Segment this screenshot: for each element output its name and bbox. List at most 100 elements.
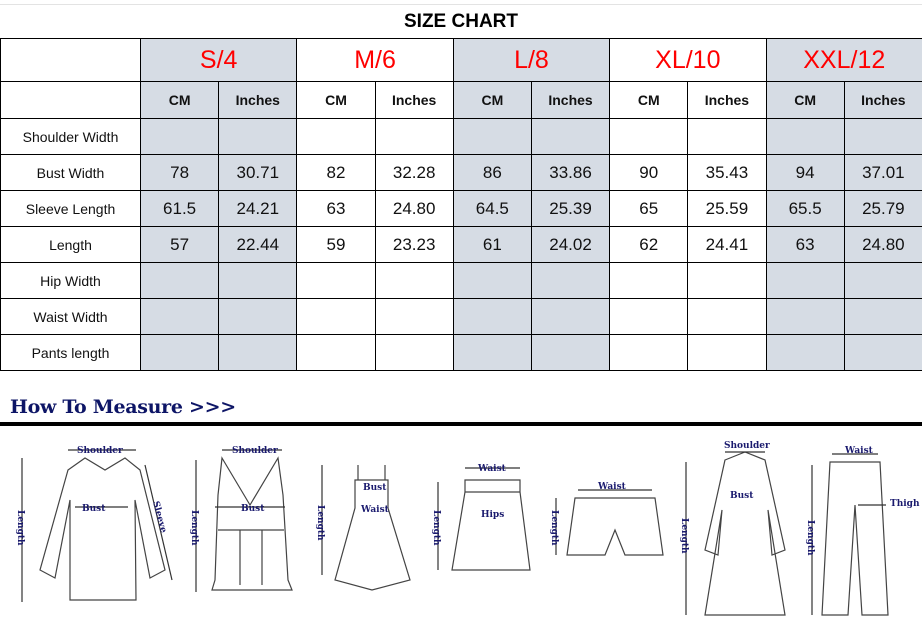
unit-header-inches: Inches bbox=[687, 81, 767, 119]
table-cell bbox=[452, 118, 532, 155]
table-cell bbox=[374, 334, 454, 371]
label-shoulder: Shoulder bbox=[232, 446, 278, 456]
table-cell: 30.71 bbox=[218, 154, 298, 191]
label-length: Length bbox=[15, 510, 25, 546]
table-cell bbox=[218, 334, 298, 371]
table-cell: 78 bbox=[139, 154, 220, 191]
table-cell bbox=[374, 298, 454, 335]
label-length: Length bbox=[679, 518, 689, 554]
size-xxl: XXL/12 bbox=[765, 38, 922, 82]
size-xl: XL/10 bbox=[609, 38, 767, 82]
table-cell: 61 bbox=[452, 226, 532, 263]
table-cell bbox=[843, 334, 922, 371]
dress-figure: Bust Waist Length bbox=[315, 465, 411, 591]
label-waist: Waist bbox=[844, 446, 874, 456]
table-cell: 64.5 bbox=[452, 190, 532, 227]
label-bust: Bust bbox=[82, 504, 106, 514]
table-cell bbox=[687, 298, 767, 335]
table-cell: 25.39 bbox=[530, 190, 611, 227]
label-shoulder: Shoulder bbox=[77, 446, 123, 456]
label-length: Length bbox=[189, 510, 199, 546]
table-cell: 62 bbox=[609, 226, 689, 263]
label-length: Length bbox=[315, 505, 325, 541]
spreadsheet-gridline bbox=[0, 0, 922, 5]
table-cell bbox=[139, 118, 220, 155]
table-cell bbox=[218, 298, 298, 335]
table-cell bbox=[843, 298, 922, 335]
unit-header-cm: CM bbox=[765, 81, 845, 119]
table-cell: 25.79 bbox=[843, 190, 922, 227]
table-cell bbox=[296, 118, 376, 155]
unit-header-cm: CM bbox=[609, 81, 689, 119]
table-row: Shoulder Width bbox=[0, 118, 922, 155]
table-cell bbox=[218, 118, 298, 155]
table-cell bbox=[609, 334, 689, 371]
table-cell bbox=[452, 334, 532, 371]
table-cell bbox=[374, 262, 454, 299]
label-waist: Waist bbox=[597, 482, 627, 492]
table-cell bbox=[530, 262, 611, 299]
table-cell: 82 bbox=[296, 154, 376, 191]
table-cell bbox=[530, 298, 611, 335]
label-bust: Bust bbox=[363, 483, 387, 493]
unit-header-inches: Inches bbox=[374, 81, 454, 119]
table-cell: 22.44 bbox=[218, 226, 298, 263]
shorts-figure: Waist Length bbox=[549, 482, 664, 556]
table-cell bbox=[530, 118, 611, 155]
table-cell bbox=[374, 118, 454, 155]
row-label: Shoulder Width bbox=[0, 118, 141, 155]
table-cell bbox=[687, 334, 767, 371]
table-cell bbox=[296, 334, 376, 371]
size-header-row: S/4 M/6 L/8 XL/10 XXL/12 bbox=[0, 38, 922, 82]
label-bust: Bust bbox=[241, 504, 265, 514]
table-cell: 61.5 bbox=[139, 190, 220, 227]
row-label: Length bbox=[0, 226, 141, 263]
table-cell bbox=[765, 334, 845, 371]
unit-header-row: CM Inches CM Inches CM Inches CM Inches CM Inches bbox=[0, 81, 922, 119]
how-to-measure-heading: How To Measure >>> bbox=[10, 396, 236, 418]
table-cell: 24.41 bbox=[687, 226, 767, 263]
size-s: S/4 bbox=[139, 38, 298, 82]
table-cell: 57 bbox=[139, 226, 220, 263]
table-cell: 59 bbox=[296, 226, 376, 263]
table-cell bbox=[296, 298, 376, 335]
tank-figure: Shoulder Bust Length bbox=[189, 446, 293, 592]
table-cell: 65.5 bbox=[765, 190, 845, 227]
table-cell bbox=[843, 262, 922, 299]
table-cell: 37.01 bbox=[843, 154, 922, 191]
chart-title: SIZE CHART bbox=[404, 11, 518, 32]
row-label: Waist Width bbox=[0, 298, 141, 335]
divider bbox=[0, 422, 922, 426]
table-cell bbox=[843, 118, 922, 155]
table-cell bbox=[139, 262, 220, 299]
unit-header-inches: Inches bbox=[218, 81, 298, 119]
size-l: L/8 bbox=[452, 38, 611, 82]
table-cell bbox=[609, 298, 689, 335]
label-sleeve: Sleeve bbox=[150, 500, 168, 534]
blouse-figure: Shoulder Bust Sleeve Length bbox=[15, 446, 173, 602]
label-length: Length bbox=[431, 510, 441, 546]
table-cell: 24.21 bbox=[218, 190, 298, 227]
table-cell bbox=[687, 262, 767, 299]
table-row: Waist Width bbox=[0, 298, 922, 335]
table-cell: 25.59 bbox=[687, 190, 767, 227]
corner-cell bbox=[0, 81, 141, 119]
table-row: Bust Width 78 30.71 82 32.28 86 33.86 90 35.43 94… bbox=[0, 154, 922, 191]
table-cell: 94 bbox=[765, 154, 845, 191]
table-row: Pants length bbox=[0, 334, 922, 371]
label-hips: Hips bbox=[481, 510, 504, 520]
row-label: Hip Width bbox=[0, 262, 141, 299]
table-cell: 24.80 bbox=[374, 190, 454, 227]
skirt-figure: Waist Hips Length bbox=[431, 464, 531, 571]
unit-header-cm: CM bbox=[296, 81, 376, 119]
label-bust: Bust bbox=[730, 491, 754, 501]
table-row: Sleeve Length 61.5 24.21 63 24.80 64.5 25.39 65… bbox=[0, 190, 922, 227]
table-cell bbox=[765, 118, 845, 155]
table-cell: 33.86 bbox=[530, 154, 611, 191]
table-cell: 63 bbox=[765, 226, 845, 263]
unit-header-cm: CM bbox=[139, 81, 220, 119]
label-waist: Waist bbox=[360, 505, 390, 515]
label-thigh: Thigh bbox=[890, 499, 920, 509]
table-row: Length 57 22.44 59 23.23 61 24.02 62 24.41 63 24.8… bbox=[0, 226, 922, 263]
row-label: Pants length bbox=[0, 334, 141, 371]
